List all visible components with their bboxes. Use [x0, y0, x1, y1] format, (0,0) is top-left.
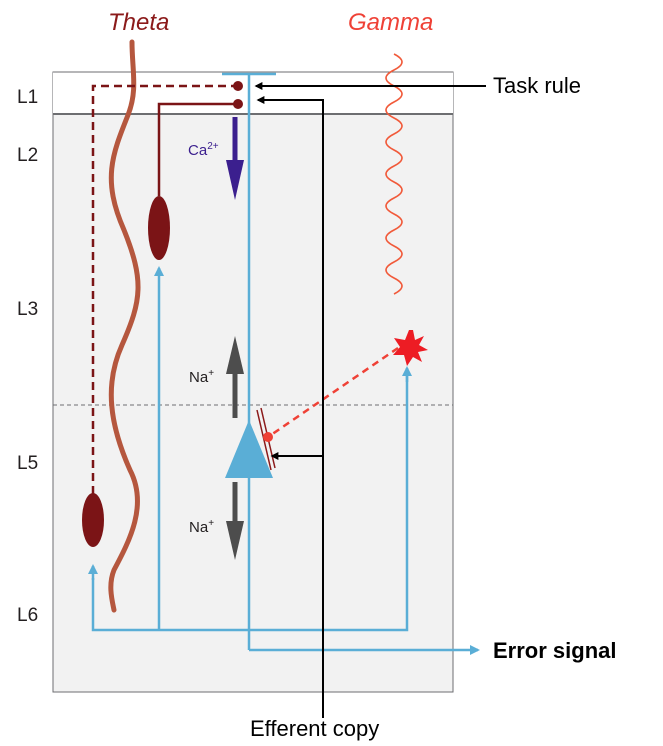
l2-interneuron-axon	[157, 102, 236, 196]
sodium-lower-label: Na+	[189, 518, 215, 536]
calcium-arrow-head	[226, 160, 244, 200]
efferent-copy-label: Efferent copy	[250, 716, 380, 741]
gamma-interneuron-star	[393, 330, 428, 366]
pyramidal-circuit	[88, 72, 480, 655]
sodium-up-arrow-head	[226, 336, 244, 374]
l6-interneuron-terminal	[233, 81, 243, 91]
layer-label-l5: L5	[17, 453, 39, 474]
theta-title: Theta	[108, 9, 170, 36]
gamma-wave	[385, 53, 403, 295]
calcium-label: Ca2+	[188, 141, 219, 159]
task-rule-label: Task rule	[493, 73, 582, 98]
l2-interneuron	[148, 196, 170, 260]
l6-interneuron	[82, 493, 104, 547]
layer-label-l3: L3	[17, 299, 39, 320]
efferent-copy-upper-arrow	[256, 96, 324, 718]
l6-interneuron-axon	[91, 84, 236, 494]
gamma-synapse	[263, 432, 273, 442]
theta-wave	[108, 39, 141, 613]
layer-label-l6: L6	[17, 605, 39, 626]
sodium-upper-label: Na+	[189, 368, 215, 386]
error-signal-label: Error signal	[493, 638, 617, 663]
layer-label-l1: L1	[17, 87, 39, 108]
layer1-band	[53, 72, 453, 114]
l2-interneuron-terminal	[233, 99, 243, 109]
sodium-down-arrow-head	[226, 521, 244, 560]
gamma-projection	[267, 346, 399, 439]
gamma-title: Gamma	[348, 9, 434, 36]
layer-label-l2: L2	[17, 145, 39, 166]
pyramidal-neuron	[225, 420, 273, 478]
